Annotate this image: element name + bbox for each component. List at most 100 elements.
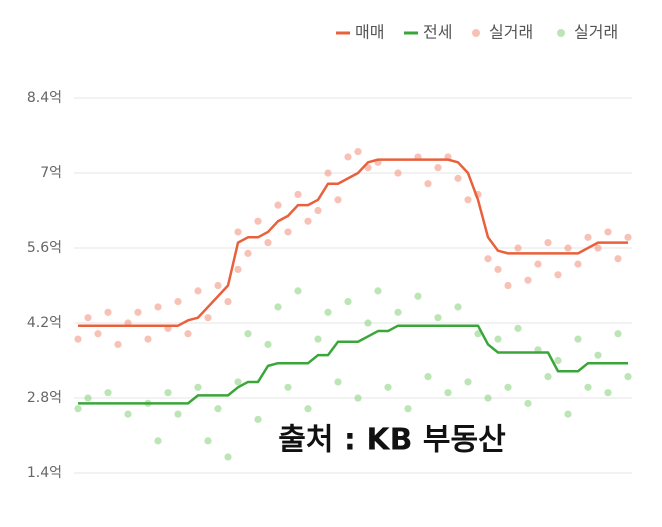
scatter-point bbox=[234, 228, 242, 236]
scatter-point bbox=[534, 260, 542, 268]
scatter-point bbox=[574, 335, 582, 343]
scatter-point bbox=[274, 201, 282, 209]
scatter-point bbox=[294, 190, 302, 199]
scatter-point bbox=[204, 437, 212, 445]
scatter-point bbox=[244, 249, 252, 257]
scatter-point bbox=[104, 308, 112, 316]
scatter-point bbox=[434, 314, 442, 322]
scatter-point bbox=[244, 330, 252, 338]
scatter-point bbox=[364, 319, 372, 327]
line bbox=[78, 158, 628, 327]
scatter-point bbox=[144, 335, 152, 343]
scatter-point bbox=[454, 174, 462, 182]
y-tick-label: 8.4억 bbox=[27, 90, 62, 106]
scatter-point bbox=[604, 389, 612, 397]
scatter-point bbox=[234, 378, 242, 386]
scatter-point bbox=[584, 233, 592, 241]
scatter-point bbox=[134, 308, 142, 316]
legend-label: 실거래 bbox=[574, 23, 618, 42]
scatter-point bbox=[124, 410, 132, 418]
scatter-point bbox=[334, 378, 342, 386]
scatter-point bbox=[304, 405, 312, 413]
scatter-point bbox=[324, 308, 332, 316]
scatter-point bbox=[564, 410, 572, 418]
scatter-point bbox=[464, 196, 472, 204]
y-tick-label: 1.4억 bbox=[27, 465, 62, 481]
scatter-point bbox=[324, 169, 332, 177]
scatter-point bbox=[254, 415, 262, 424]
line bbox=[78, 324, 628, 405]
scatter-point bbox=[354, 147, 362, 156]
scatter-point bbox=[94, 330, 102, 338]
scatter-point bbox=[614, 330, 622, 338]
scatter-point bbox=[254, 217, 262, 225]
y-tick-label: 4.2억 bbox=[27, 315, 62, 331]
scatter-point bbox=[594, 351, 602, 359]
annotation: 출처 : KB 부동산 bbox=[278, 423, 506, 458]
scatter-point bbox=[554, 271, 562, 279]
scatter-point bbox=[154, 437, 162, 445]
scatter-point bbox=[614, 255, 622, 263]
y-tick-label: 7억 bbox=[40, 165, 62, 181]
scatter-point bbox=[594, 244, 602, 252]
scatter-point bbox=[84, 314, 92, 322]
legend-label: 전세 bbox=[423, 23, 452, 42]
legend-marker bbox=[557, 29, 565, 37]
scatter-point bbox=[314, 206, 322, 215]
scatter-point bbox=[414, 292, 422, 300]
scatter-point bbox=[114, 340, 122, 349]
scatter-point bbox=[394, 308, 402, 316]
scatter-point bbox=[214, 281, 222, 290]
scatter-point bbox=[224, 297, 232, 306]
scatter-point bbox=[284, 383, 292, 391]
scatter-point bbox=[394, 169, 402, 177]
scatter-point bbox=[174, 410, 182, 418]
scatter-point bbox=[344, 297, 352, 306]
legend-label: 실거래 bbox=[489, 23, 533, 42]
scatter-point bbox=[444, 389, 452, 397]
scatter-point bbox=[504, 383, 512, 391]
scatter-point bbox=[514, 324, 522, 332]
scatter-point bbox=[164, 389, 172, 397]
scatter-point bbox=[474, 330, 482, 338]
scatter-point bbox=[544, 372, 552, 381]
scatter-point bbox=[384, 383, 392, 391]
scatter-point bbox=[524, 276, 532, 284]
scatter-point bbox=[624, 372, 632, 381]
scatter-point bbox=[494, 335, 502, 343]
scatter-point bbox=[424, 180, 432, 188]
scatter-point bbox=[434, 164, 442, 172]
scatter-point bbox=[604, 228, 612, 236]
y-tick-label: 2.8억 bbox=[27, 390, 62, 406]
scatter-point bbox=[514, 244, 522, 252]
scatter-point bbox=[334, 196, 342, 204]
scatter-point bbox=[374, 287, 382, 295]
scatter-point bbox=[274, 303, 282, 311]
scatter-point bbox=[574, 260, 582, 268]
scatter-point bbox=[544, 239, 552, 247]
scatter-point bbox=[484, 255, 492, 263]
scatter-point bbox=[174, 297, 182, 306]
scatter-point bbox=[504, 281, 512, 290]
scatter-point bbox=[524, 399, 532, 407]
scatter-point bbox=[564, 244, 572, 252]
scatter-point bbox=[184, 330, 192, 338]
scatter-point bbox=[264, 239, 272, 247]
scatter-point bbox=[554, 356, 562, 365]
scatter-point bbox=[234, 265, 242, 274]
scatter-point bbox=[204, 314, 212, 322]
scatter-point bbox=[584, 383, 592, 391]
scatter-point bbox=[344, 153, 352, 161]
scatter-point bbox=[84, 394, 92, 402]
scatter-point bbox=[104, 389, 112, 397]
scatter-point bbox=[494, 265, 502, 274]
scatter-point bbox=[484, 394, 492, 402]
scatter-point bbox=[304, 217, 312, 225]
scatter-point bbox=[454, 303, 462, 311]
scatter-point bbox=[194, 383, 202, 391]
scatter-point bbox=[74, 335, 82, 343]
scatter-point bbox=[354, 394, 362, 402]
scatter-point bbox=[264, 340, 272, 349]
scatter-point bbox=[154, 303, 162, 311]
